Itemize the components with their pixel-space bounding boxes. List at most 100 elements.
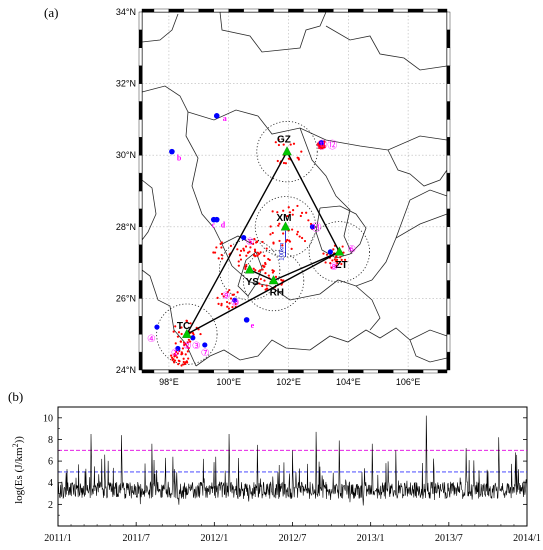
frame-segment-top: [288, 8, 304, 13]
event-dot: [277, 224, 280, 227]
event-dot: [290, 247, 293, 250]
blue-point-b: [169, 148, 175, 155]
event-dot: [217, 302, 220, 305]
frame-segment-top: [183, 8, 200, 13]
site-marker: [190, 335, 196, 341]
station-link-ys-rh: [249, 269, 274, 282]
event-dot: [227, 307, 231, 310]
frame-segment-top: [392, 8, 409, 13]
event-dot: [173, 359, 177, 362]
event-dot: [271, 271, 274, 274]
event-dot: [272, 241, 275, 244]
event-dot: [277, 138, 280, 141]
circled-label: ④: [147, 334, 156, 345]
event-dot: [261, 284, 264, 288]
frame-segment-left: [138, 11, 143, 31]
province-border: [187, 109, 259, 121]
x-tick-label: 2012/1: [200, 533, 228, 544]
event-dot: [225, 300, 229, 304]
lon-tick-label: 106°E: [396, 377, 421, 387]
event-dot: [324, 261, 327, 264]
frame-segment-right: [446, 208, 451, 227]
y-tick-label: 6: [48, 457, 53, 468]
frame-segment-top: [243, 8, 259, 13]
frame-segment-left: [138, 334, 143, 353]
frame-segment-bottom: [363, 369, 379, 374]
lat-tick-label: 32°N: [116, 79, 136, 89]
event-dot: [244, 266, 247, 269]
province-border: [309, 327, 448, 351]
blue-point-label-e: e: [251, 321, 255, 330]
event-dot: [182, 357, 185, 360]
event-dot: [298, 235, 301, 238]
event-dot: [292, 142, 296, 145]
event-dot: [228, 302, 231, 305]
event-dot: [189, 340, 192, 343]
event-dot: [282, 209, 285, 212]
event-dot: [319, 145, 322, 148]
panel-b-label: (b): [8, 389, 23, 404]
province-border: [395, 189, 448, 239]
event-dot: [286, 238, 289, 242]
frame-segment-right: [446, 65, 451, 84]
site-marker: [232, 297, 238, 303]
event-dot: [264, 262, 267, 266]
event-dot: [236, 248, 239, 251]
event-dot: [175, 350, 178, 353]
frame-segment-right: [446, 280, 451, 299]
circled-label: ⑩: [231, 298, 240, 309]
event-dot: [221, 257, 224, 260]
frame-segment-right: [446, 101, 451, 120]
event-dot: [335, 264, 338, 267]
event-dot: [187, 338, 190, 341]
frame-segment-top: [258, 8, 274, 13]
frame-segment-left: [138, 47, 143, 66]
event-dot: [258, 282, 261, 285]
event-dot: [181, 352, 184, 355]
blue-point-label-d: d: [221, 221, 226, 230]
station-label-gz: GZ: [277, 135, 291, 146]
panel-a-label: (a): [44, 5, 58, 20]
station-triangle-lines: [186, 151, 340, 335]
frame-segment-left: [138, 298, 143, 317]
event-dot: [220, 304, 223, 307]
circled-label: ⑨: [222, 291, 231, 302]
frame-segment-right: [446, 226, 451, 245]
province-border: [141, 13, 179, 43]
frame-segment-bottom: [228, 369, 244, 374]
frame-segment-right: [446, 119, 451, 138]
event-dot: [282, 161, 286, 165]
event-dot: [300, 236, 304, 240]
event-dot: [340, 262, 343, 266]
frame-segment-top: [168, 8, 185, 13]
province-border: [315, 205, 367, 259]
province-border: [221, 235, 253, 245]
station-marker-tc: [182, 328, 192, 338]
station-link-gz-tc: [186, 151, 288, 335]
event-dot: [267, 274, 270, 277]
event-dot: [336, 261, 339, 265]
event-dot: [263, 265, 266, 268]
event-dot: [182, 341, 186, 344]
event-dot: [174, 325, 177, 328]
station-marker-ys: [244, 264, 255, 274]
frame-segment-top: [213, 8, 229, 13]
event-dot: [180, 332, 183, 336]
station-label-tc: TC: [177, 321, 190, 332]
event-dot: [229, 244, 233, 247]
event-dot: [285, 240, 288, 243]
site-marker: [154, 324, 160, 330]
event-dot: [322, 252, 325, 255]
event-dot: [187, 357, 190, 360]
frame-segment-bottom: [273, 369, 289, 374]
frame-segment-top: [407, 8, 424, 13]
event-dot: [229, 297, 233, 300]
frame-segment-bottom: [378, 369, 394, 374]
frame-segment-left: [138, 119, 143, 138]
frame-segment-right: [446, 11, 451, 31]
event-dot: [187, 347, 190, 350]
event-dot: [343, 258, 347, 261]
map-tick-labels: 98°E 100°E 102°E 104°E 106°E 24°N 26°N 28°N 30°N…: [116, 7, 421, 387]
event-dot: [256, 251, 259, 254]
event-dot: [252, 242, 255, 245]
